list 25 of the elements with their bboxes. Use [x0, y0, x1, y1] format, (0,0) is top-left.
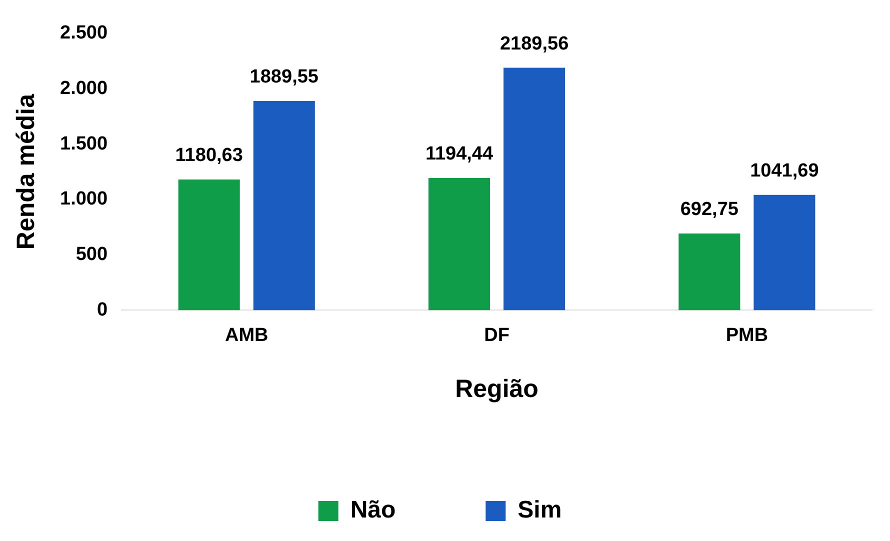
data-label: 1041,69	[750, 160, 819, 182]
y-tick-label: 0	[96, 299, 108, 320]
y-tick-label: 2.000	[60, 78, 108, 99]
bar	[754, 194, 816, 310]
data-label: 2189,56	[500, 34, 569, 55]
y-tick-label: 1.000	[60, 188, 108, 210]
x-tick-label: AMB	[224, 324, 268, 346]
data-label: 1180,63	[175, 145, 243, 166]
y-tick-label: 500	[76, 244, 108, 266]
bar	[178, 179, 240, 310]
bar	[253, 100, 315, 310]
x-tick-label: DF	[484, 324, 510, 346]
bar	[504, 68, 566, 310]
data-label: 1194,44	[425, 144, 494, 165]
x-tick-label: PMB	[726, 324, 768, 346]
legend-label: Não	[350, 496, 396, 524]
bar	[428, 178, 490, 310]
data-label: 692,75	[680, 199, 739, 220]
data-label: 1889,55	[250, 66, 319, 88]
bar	[678, 234, 740, 310]
x-axis-title: Região	[455, 374, 538, 403]
legend-label: Sim	[518, 496, 562, 524]
y-tick-label: 1.500	[60, 133, 108, 154]
y-tick-label: 2.500	[60, 22, 108, 44]
y-axis-title: Renda média	[12, 92, 40, 250]
